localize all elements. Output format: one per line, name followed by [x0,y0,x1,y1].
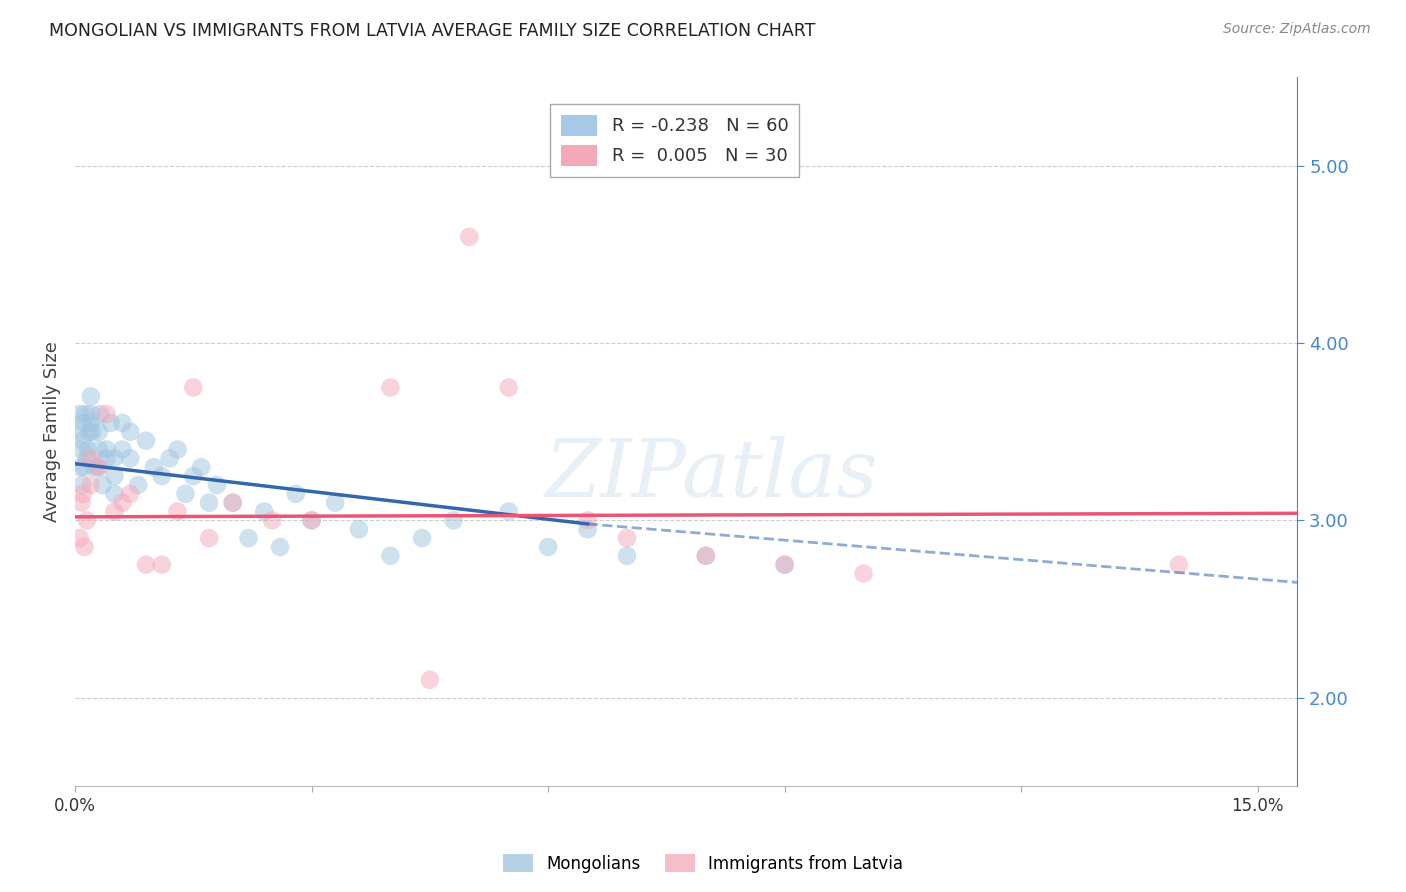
Point [103,504,125,518]
Point [73,460,96,475]
Point [443,513,465,527]
Point [103,469,125,483]
Point [166,442,188,457]
Point [695,549,717,563]
Point [150,558,173,572]
Point [181,380,204,394]
Point [76,513,98,527]
Point [69,460,91,475]
Point [72,487,94,501]
Point [773,558,796,572]
Point [120,425,142,439]
Point [82,425,104,439]
Point [347,522,370,536]
Point [301,513,323,527]
Point [100,416,122,430]
Point [80,389,103,403]
Point [89,407,111,421]
Point [695,549,717,563]
Point [498,504,520,518]
Point [576,513,599,527]
Point [498,380,520,394]
Point [253,504,276,518]
Point [419,673,441,687]
Legend: R = -0.238   N = 60, R =  0.005   N = 30: R = -0.238 N = 60, R = 0.005 N = 30 [550,104,800,177]
Point [80,451,103,466]
Point [222,496,245,510]
Point [135,434,157,448]
Point [773,558,796,572]
Point [87,442,110,457]
Point [411,531,433,545]
Point [96,442,118,457]
Point [80,407,103,421]
Point [852,566,875,581]
Point [174,487,197,501]
Point [127,478,149,492]
Point [72,416,94,430]
Point [301,513,323,527]
Point [87,460,110,475]
Point [238,531,260,545]
Point [87,425,110,439]
Point [222,496,245,510]
Point [120,487,142,501]
Point [96,407,118,421]
Point [80,478,103,492]
Point [77,425,100,439]
Point [537,540,560,554]
Point [616,531,638,545]
Point [135,558,157,572]
Point [70,478,93,492]
Point [380,380,402,394]
Point [73,540,96,554]
Point [111,442,134,457]
Text: ZIPatlas: ZIPatlas [544,435,877,513]
Point [103,451,125,466]
Point [96,451,118,466]
Point [269,540,291,554]
Point [616,549,638,563]
Y-axis label: Average Family Size: Average Family Size [44,342,60,522]
Point [576,522,599,536]
Point [120,451,142,466]
Point [67,425,90,439]
Point [76,451,98,466]
Point [380,549,402,563]
Point [91,478,114,492]
Point [142,460,165,475]
Point [69,531,91,545]
Point [181,469,204,483]
Point [70,442,93,457]
Text: MONGOLIAN VS IMMIGRANTS FROM LATVIA AVERAGE FAMILY SIZE CORRELATION CHART: MONGOLIAN VS IMMIGRANTS FROM LATVIA AVER… [49,22,815,40]
Point [87,460,110,475]
Point [83,460,105,475]
Point [166,504,188,518]
Point [198,531,221,545]
Point [262,513,284,527]
Point [76,442,98,457]
Point [458,230,481,244]
Point [150,469,173,483]
Point [198,496,221,510]
Point [190,460,212,475]
Point [111,416,134,430]
Point [75,407,97,421]
Point [103,487,125,501]
Point [70,496,93,510]
Point [80,416,103,430]
Point [111,496,134,510]
Point [159,451,181,466]
Text: Source: ZipAtlas.com: Source: ZipAtlas.com [1223,22,1371,37]
Point [205,478,228,492]
Legend: Mongolians, Immigrants from Latvia: Mongolians, Immigrants from Latvia [496,847,910,880]
Point [323,496,346,510]
Point [1168,558,1191,572]
Point [72,434,94,448]
Point [284,487,307,501]
Point [69,407,91,421]
